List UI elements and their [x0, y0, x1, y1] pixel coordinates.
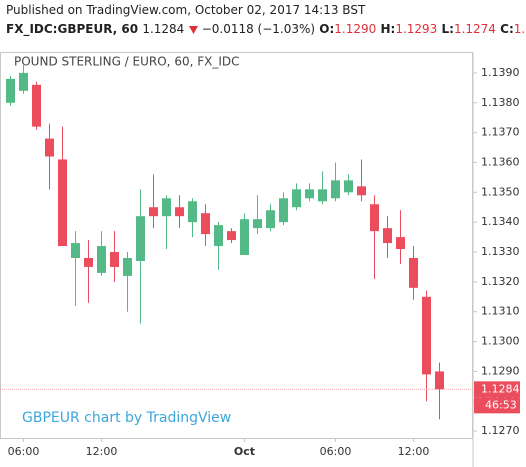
x-tick-label: 06:00 [8, 445, 40, 458]
candle-body [45, 138, 54, 157]
y-tick-label: 1.1320 [481, 275, 520, 288]
x-tick-label: 12:00 [86, 445, 118, 458]
publish-info: Published on TradingView.com, October 02… [6, 3, 366, 17]
legend-title: POUND STERLING / EURO, 60, FX_IDC [14, 55, 240, 69]
ohlc-low: 1.1274 [453, 22, 496, 36]
candle-body [84, 257, 93, 267]
y-tick-label: 1.1270 [481, 424, 520, 437]
y-tick-label: 1.1370 [481, 126, 520, 139]
candle-body [58, 159, 67, 247]
candle-body [32, 84, 41, 127]
candle-body [188, 201, 197, 223]
candle-body [110, 252, 119, 267]
ohlc-low-label: L: [441, 22, 454, 36]
candle-body [305, 189, 314, 199]
y-tick-label: 1.1290 [481, 364, 520, 377]
y-tick-label: 1.1330 [481, 245, 520, 258]
symbol: FX_IDC:GBPEUR, 60 [6, 22, 139, 36]
price: 1.1284 [142, 22, 185, 36]
candle-body [266, 210, 275, 229]
candle-body [383, 228, 392, 244]
countdown: 46:53 [485, 398, 517, 411]
candle-body [279, 198, 288, 223]
candle-body [97, 246, 106, 273]
candle-body [409, 257, 418, 288]
candle-body [162, 198, 171, 217]
ohlc-close-label: C: [500, 22, 514, 36]
change: −0.0118 (−1.03%) [201, 22, 316, 36]
ohlc-close: 1.1284 [513, 22, 526, 36]
candle-body [435, 371, 444, 390]
down-arrow [188, 25, 198, 34]
y-tick-label: 1.1300 [481, 335, 520, 348]
candle-body [396, 237, 405, 250]
symbol-bar: FX_IDC:GBPEUR, 60 1.1284 −0.0118 (−1.03%… [6, 22, 526, 36]
candle-body [357, 186, 366, 196]
ohlc-high: 1.1293 [395, 22, 438, 36]
candle-body [292, 189, 301, 208]
last-price-label: 1.1284 [481, 382, 520, 395]
candle-body [227, 231, 236, 241]
x-tick-label: 06:00 [320, 445, 352, 458]
candle-body [253, 219, 262, 229]
ohlc-high-label: H: [380, 22, 396, 36]
candle-body [201, 213, 210, 235]
candle-body [6, 78, 15, 103]
candle-body [318, 189, 327, 202]
candle-body [71, 243, 80, 258]
candle-body [149, 207, 158, 217]
watermark: GBPEUR chart by TradingView [22, 410, 231, 426]
y-tick-label: 1.1310 [481, 305, 520, 318]
x-tick-label: 12:00 [398, 445, 430, 458]
candle-body [19, 72, 28, 91]
candle-body [422, 296, 431, 375]
last-price-tag [474, 381, 520, 398]
candle-body [123, 257, 132, 276]
ohlc-open: 1.1290 [334, 22, 377, 36]
candle-body [240, 219, 249, 256]
y-tick-label: 1.1360 [481, 155, 520, 168]
candle-body [214, 225, 223, 247]
candle-body [344, 180, 353, 193]
y-tick-label: 1.1340 [481, 215, 520, 228]
y-tick-label: 1.1390 [481, 66, 520, 79]
y-tick-label: 1.1380 [481, 96, 520, 109]
candle-body [175, 207, 184, 217]
y-tick-label: 1.1350 [481, 185, 520, 198]
candle-body [136, 216, 145, 261]
candle-body [331, 180, 340, 199]
candle-body [370, 204, 379, 232]
countdown-tag [474, 397, 520, 414]
ohlc-open-label: O: [319, 22, 335, 36]
x-tick-label: Oct [234, 445, 255, 458]
